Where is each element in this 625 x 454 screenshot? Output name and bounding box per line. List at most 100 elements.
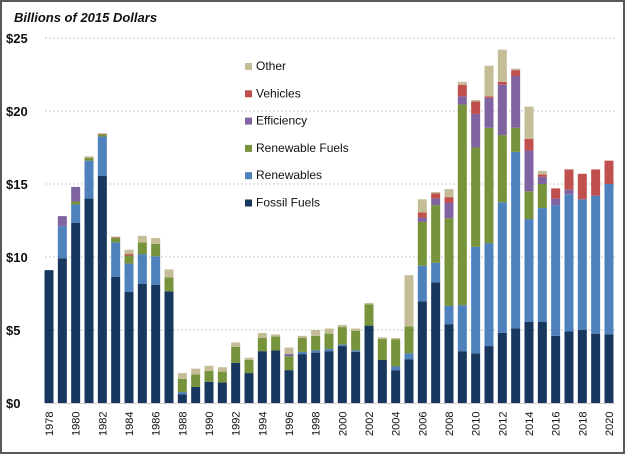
legend-item-efficiency: Efficiency bbox=[245, 114, 307, 128]
bar-stack-1984 bbox=[124, 249, 134, 403]
bar-renewable-fuels-1991 bbox=[217, 371, 227, 383]
bar-renewables-2018 bbox=[577, 199, 587, 330]
y-axis: $0 $5 $10 $15 $20 $25 bbox=[6, 31, 615, 411]
bar-efficiency-2014 bbox=[524, 150, 534, 192]
legend-label: Fossil Fuels bbox=[256, 196, 320, 210]
bar-fossil-fuels-2009 bbox=[457, 351, 467, 403]
bar-other-2011 bbox=[484, 65, 494, 97]
legend-item-renewable-fuels: Renewable Fuels bbox=[245, 141, 349, 155]
bar-other-2007 bbox=[431, 192, 441, 194]
bar-stack-1990 bbox=[204, 365, 214, 403]
bar-other-2003 bbox=[377, 337, 387, 339]
bar-stack-2007 bbox=[431, 192, 441, 403]
bar-fossil-fuels-2001 bbox=[351, 351, 361, 403]
bar-fossil-fuels-1993 bbox=[244, 373, 254, 403]
bar-vehicles-2017 bbox=[564, 169, 574, 190]
bar-renewable-fuels-2002 bbox=[364, 304, 374, 326]
bar-renewables-2017 bbox=[564, 194, 574, 332]
bar-other-2015 bbox=[537, 170, 547, 175]
x-tick-label: 1994 bbox=[257, 412, 269, 436]
bar-other-1996 bbox=[284, 347, 294, 355]
bar-efficiency-1979 bbox=[57, 216, 67, 227]
bar-renewable-fuels-2013 bbox=[511, 127, 521, 152]
bar-fossil-fuels-1996 bbox=[284, 370, 294, 403]
bar-efficiency-2009 bbox=[457, 96, 467, 105]
bar-stack-2013 bbox=[511, 68, 521, 403]
bar-fossil-fuels-1986 bbox=[151, 284, 161, 403]
bar-efficiency-1996 bbox=[284, 354, 294, 357]
bar-renewable-fuels-2005 bbox=[404, 326, 414, 354]
bar-renewables-2008 bbox=[444, 305, 454, 325]
bar-fossil-fuels-1985 bbox=[137, 284, 147, 403]
bar-stack-1999 bbox=[324, 328, 334, 403]
bar-renewable-fuels-1995 bbox=[271, 336, 281, 351]
legend-swatch bbox=[245, 90, 252, 98]
bar-stack-1978 bbox=[44, 270, 54, 403]
bar-renewables-1981 bbox=[84, 160, 94, 199]
bar-renewables-1984 bbox=[124, 263, 134, 293]
bar-other-1991 bbox=[217, 367, 227, 372]
bar-stack-2020 bbox=[604, 160, 614, 403]
bar-stack-2002 bbox=[364, 302, 374, 403]
bar-renewables-2013 bbox=[511, 151, 521, 329]
bar-efficiency-2010 bbox=[471, 113, 481, 148]
bar-renewables-2019 bbox=[591, 195, 601, 334]
chart-title: Billions of 2015 Dollars bbox=[14, 10, 158, 25]
bar-stack-2011 bbox=[484, 65, 494, 403]
bar-stack-1983 bbox=[111, 236, 121, 403]
bar-fossil-fuels-1988 bbox=[177, 394, 187, 403]
bar-renewables-1999 bbox=[324, 348, 334, 352]
bar-other-1988 bbox=[177, 373, 187, 379]
bar-efficiency-2013 bbox=[511, 75, 521, 128]
bar-renewables-2007 bbox=[431, 262, 441, 283]
legend-item-vehicles: Vehicles bbox=[245, 86, 301, 100]
bar-efficiency-2007 bbox=[431, 198, 441, 206]
bar-other-2013 bbox=[511, 68, 521, 71]
bar-renewables-2001 bbox=[351, 350, 361, 352]
bar-efficiency-2008 bbox=[444, 202, 454, 219]
bar-fossil-fuels-1997 bbox=[297, 354, 307, 403]
bar-renewables-2006 bbox=[417, 265, 427, 302]
legend-swatch bbox=[245, 63, 252, 70]
bar-stack-2010 bbox=[471, 100, 481, 403]
x-tick-label: 2014 bbox=[524, 412, 536, 436]
bar-renewables-2010 bbox=[471, 246, 481, 354]
bar-renewables-2011 bbox=[484, 243, 494, 347]
legend-label: Vehicles bbox=[256, 86, 301, 100]
bar-other-1997 bbox=[297, 335, 307, 339]
bar-renewable-fuels-1981 bbox=[84, 157, 94, 161]
bar-efficiency-1980 bbox=[71, 186, 81, 202]
bar-fossil-fuels-2015 bbox=[537, 321, 547, 403]
x-tick-label: 2012 bbox=[497, 412, 509, 436]
bar-other-2001 bbox=[351, 328, 361, 331]
x-tick-label: 2018 bbox=[577, 412, 589, 436]
bar-fossil-fuels-2020 bbox=[604, 334, 614, 403]
x-tick-label: 1980 bbox=[71, 412, 83, 436]
bar-renewable-fuels-1985 bbox=[137, 242, 147, 255]
bar-efficiency-2006 bbox=[417, 217, 427, 222]
legend-label: Efficiency bbox=[256, 114, 307, 128]
bar-fossil-fuels-1982 bbox=[97, 175, 107, 403]
x-tick-label: 1998 bbox=[311, 412, 323, 436]
bar-efficiency-2015 bbox=[537, 176, 547, 184]
bar-fossil-fuels-1981 bbox=[84, 198, 94, 403]
bar-stack-2014 bbox=[524, 106, 534, 403]
bar-renewables-2009 bbox=[457, 305, 467, 352]
bar-renewable-fuels-1982 bbox=[97, 134, 107, 137]
bar-other-1987 bbox=[164, 269, 174, 278]
x-tick-label: 2008 bbox=[444, 412, 456, 436]
bar-renewable-fuels-2009 bbox=[457, 104, 467, 306]
bar-renewables-2000 bbox=[337, 344, 347, 347]
bars bbox=[44, 49, 614, 403]
bar-renewables-2004 bbox=[391, 366, 401, 371]
bar-stack-1980 bbox=[71, 186, 81, 403]
bar-renewables-1983 bbox=[111, 242, 121, 277]
bar-vehicles-2008 bbox=[444, 197, 454, 203]
bar-stack-2009 bbox=[457, 81, 467, 403]
legend-label: Other bbox=[256, 59, 286, 73]
x-tick-label: 2010 bbox=[471, 412, 483, 436]
bar-vehicles-2018 bbox=[577, 173, 587, 200]
y-tick-label: $15 bbox=[6, 177, 28, 192]
bar-other-2012 bbox=[497, 49, 507, 82]
bar-renewable-fuels-1984 bbox=[124, 255, 134, 264]
